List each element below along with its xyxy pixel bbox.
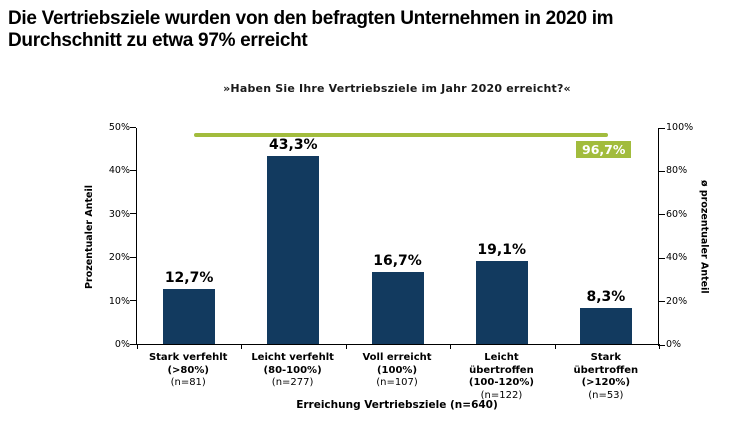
category-n: (n=277) — [271, 377, 314, 388]
x-axis-boundary-tick — [450, 344, 452, 349]
bar-group: 16,7% — [345, 128, 449, 344]
bar-group: 12,7% — [137, 128, 241, 344]
x-axis-boundary-tick — [554, 344, 556, 349]
right-axis-tick — [659, 344, 665, 346]
left-axis-tick — [130, 126, 136, 128]
category-range: (80-100%) — [263, 364, 322, 376]
bar — [579, 307, 632, 344]
right-axis-tick-label: 80% — [666, 165, 688, 177]
left-axis-tick-label: 50% — [108, 122, 130, 133]
right-axis-tick-label: 40% — [666, 252, 688, 264]
right-axis-tick — [659, 170, 665, 172]
bar-value-label: 19,1% — [477, 242, 526, 259]
x-category-label: Stark verfehlt (>80%) (n=81) — [136, 352, 240, 402]
x-category-label: Leicht übertroffen (100-120%) (n=122) — [449, 352, 553, 402]
x-axis-labels: Stark verfehlt (>80%) (n=81) Leicht verfehl… — [136, 352, 658, 402]
target-line — [194, 133, 608, 138]
target-badge-label: 96,7% — [582, 142, 626, 158]
category-range: (100-120%) — [468, 377, 534, 388]
category-n: (n=53) — [588, 389, 624, 401]
left-axis-tick-label: 30% — [108, 208, 130, 220]
category-range: (>80%) — [167, 364, 209, 376]
left-axis-tick — [130, 213, 136, 215]
category-name: Stark verfehlt — [148, 352, 228, 363]
chart-subtitle: »Haben Sie Ihre Vertriebsziele im Jahr 2… — [223, 82, 571, 95]
right-axis-tick-label: 60% — [666, 208, 688, 220]
right-axis-title: ø prozentualer Anteil — [698, 179, 710, 294]
page-title: Die Vertriebsziele wurden von den befrag… — [8, 8, 614, 51]
category-n: (n=122) — [480, 389, 523, 401]
bar — [371, 271, 424, 344]
bar-group: 8,3% — [554, 128, 658, 344]
left-axis-tick — [130, 343, 136, 345]
left-axis-tick-label: 0% — [114, 339, 130, 350]
bar-value-label: 16,7% — [373, 252, 422, 269]
right-axis-tick-label: 20% — [666, 295, 688, 307]
plot-area: 12,7% 43,3% 16,7% 19,1% 8,3% 96,7% — [130, 126, 660, 349]
bar — [267, 156, 320, 344]
bars-row: 12,7% 43,3% 16,7% 19,1% 8,3% — [137, 128, 658, 344]
x-axis-boundary-tick — [659, 344, 660, 349]
bar-value-label: 8,3% — [586, 288, 626, 305]
right-axis-line — [658, 128, 659, 346]
bar-group: 19,1% — [450, 128, 554, 344]
left-axis-tick-label: 20% — [108, 252, 130, 264]
bar-value-label: 12,7% — [164, 269, 214, 286]
x-axis-boundary-tick — [137, 344, 138, 349]
category-n: (n=107) — [376, 377, 418, 388]
bar-group: 43,3% — [241, 128, 345, 344]
category-range: (>120%) — [581, 377, 631, 388]
target-badge: 96,7% — [576, 141, 632, 159]
x-category-label: Voll erreicht (100%) (n=107) — [345, 352, 449, 402]
category-name: Leicht übertroffen — [469, 352, 534, 376]
x-axis-caption: Erreichung Vertriebsziele (n=640) — [296, 399, 498, 411]
left-axis-tick — [130, 300, 136, 302]
left-axis-tick-label: 40% — [108, 165, 130, 177]
x-axis-boundary-tick — [241, 344, 243, 349]
right-axis-tick — [659, 127, 665, 129]
right-axis-tick-label: 0% — [666, 339, 682, 350]
bar — [475, 261, 528, 344]
category-n: (n=81) — [170, 377, 206, 388]
category-name: Stark übertroffen — [573, 352, 639, 376]
right-axis-tick — [659, 301, 665, 303]
left-axis-tick-label: 10% — [108, 295, 130, 307]
category-name: Leicht verfehlt — [251, 352, 334, 363]
left-axis-title: Prozentualer Anteil — [83, 184, 95, 289]
category-name: Voll erreicht — [362, 352, 432, 363]
right-axis-tick-label: 100% — [666, 122, 694, 133]
left-axis-tick — [130, 169, 136, 171]
right-axis-tick — [659, 214, 665, 216]
left-axis-tick — [130, 256, 136, 258]
x-category-label: Stark übertroffen (>120%) (n=53) — [554, 352, 658, 402]
right-axis-tick — [659, 257, 665, 259]
bar — [163, 288, 216, 344]
x-axis-boundary-tick — [345, 344, 347, 349]
x-category-label: Leicht verfehlt (80-100%) (n=277) — [240, 352, 344, 402]
category-range: (100%) — [376, 364, 418, 376]
bar-value-label: 43,3% — [269, 137, 318, 154]
